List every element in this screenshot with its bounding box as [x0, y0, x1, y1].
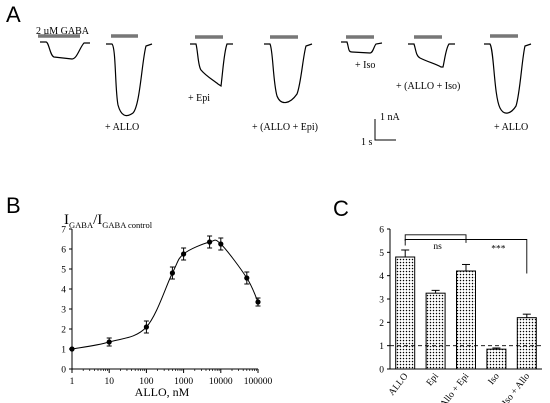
- trace-epi: [190, 43, 233, 88]
- chart-b-x-tick-label: 100: [139, 377, 154, 387]
- chart-c-y-tick-label: 1: [379, 342, 384, 352]
- ylabel-main: I: [64, 212, 69, 228]
- ylabel-slash: /I: [93, 212, 102, 228]
- chart-c-category-label: Allo + Epi: [439, 371, 472, 403]
- scale-bar: 1 nA 1 s: [361, 112, 401, 148]
- chart-b-y-tick-label: 0: [61, 366, 66, 376]
- trace-allo-1: [106, 43, 153, 117]
- panel-b-letter: B: [6, 193, 21, 218]
- chart-b-xlabel: ALLO, nM: [135, 385, 190, 399]
- chart-c-y-tick-label: 3: [379, 296, 384, 306]
- chart-c-bar: [425, 292, 446, 370]
- chart-c-bar: [516, 317, 537, 370]
- ylabel-sub1: GABA: [69, 220, 94, 230]
- chart-c-significance-label: ns: [433, 242, 442, 252]
- chart-b-y-tick-label: 7: [61, 226, 66, 236]
- scale-nA-label: 1 nA: [380, 112, 401, 123]
- chart-c-bar: [395, 256, 416, 370]
- chart-b-point: [255, 299, 261, 305]
- chart-b-point: [69, 346, 75, 352]
- chart-b-y-tick-label: 2: [61, 326, 66, 336]
- trace-iso: [341, 41, 383, 54]
- chart-b-point: [244, 275, 250, 281]
- chart-c-bar: [456, 270, 476, 370]
- chart-b-x-tick-label: 1000: [174, 377, 193, 387]
- chart-b-y-tick-label: 4: [61, 286, 66, 296]
- chart-c-significance-bracket: [404, 239, 528, 274]
- chart-c-category-label: Epi: [425, 371, 441, 388]
- scale-bar-lines: [374, 119, 396, 141]
- current-traces: [40, 41, 532, 117]
- chart-b-x-tick-label: 10: [104, 377, 114, 387]
- panel-a-letter: A: [6, 2, 21, 27]
- chart-b-ylabel: IGABA/IGABA control: [64, 212, 153, 230]
- label-epi: + Epi: [188, 93, 210, 104]
- label-allo-epi: + (ALLO + Epi): [252, 122, 318, 133]
- chart-b-y-tick-label: 6: [61, 246, 66, 256]
- gaba-label: 2 µM GABA: [36, 26, 90, 37]
- trace-allo-iso: [408, 43, 455, 68]
- label-allo-iso: + (ALLO + Iso): [396, 81, 460, 92]
- chart-c-y-tick-label: 6: [379, 226, 384, 236]
- chart-b-x-tick-label: 100000: [244, 377, 273, 387]
- chart-b-point: [143, 324, 149, 330]
- panel-a: A 2 µM GABA + ALLO + Epi + (ALLO + Epi) …: [6, 2, 532, 148]
- chart-c-y-tick-label: 2: [379, 319, 384, 329]
- label-allo-1: + ALLO: [105, 122, 139, 133]
- chart-b-point: [218, 241, 224, 247]
- chart-b-point: [181, 251, 187, 257]
- label-iso: + Iso: [355, 60, 375, 71]
- chart-b-point: [207, 239, 213, 245]
- trace-allo-2: [484, 43, 532, 114]
- chart-b-x-tick-label: 10000: [209, 377, 233, 387]
- panel-c-letter: C: [333, 196, 349, 221]
- trace-allo-epi: [264, 43, 313, 104]
- chart-c-significance-bracket: [404, 234, 467, 243]
- chart-c-category-label: ALLO: [387, 372, 411, 398]
- scale-s-label: 1 s: [361, 137, 373, 148]
- chart-b-point: [169, 270, 176, 276]
- trace-control: [40, 41, 90, 60]
- chart-c-y-tick-label: 0: [379, 366, 384, 376]
- chart-b-point: [106, 339, 112, 345]
- chart-c-significance-label: ***: [491, 245, 506, 255]
- chart-b-y-tick-label: 3: [61, 306, 66, 316]
- chart-b-fit-curve: [71, 239, 259, 350]
- chart-c-category-label: Iso + Allo: [501, 372, 532, 403]
- chart-c-y-tick-label: 5: [379, 249, 384, 259]
- label-allo-2: + ALLO: [494, 122, 528, 133]
- chart-b-y-tick-label: 1: [61, 346, 66, 356]
- ylabel-sub2: GABA control: [102, 220, 152, 230]
- chart-b-x-tick-label: 1: [70, 377, 75, 387]
- agonist-bars: [38, 34, 518, 39]
- chart-c-bar: [486, 348, 507, 370]
- chart-b-y-tick-label: 5: [61, 266, 66, 276]
- chart-c-y-tick-label: 4: [379, 272, 384, 282]
- chart-c-category-label: Iso: [487, 372, 502, 388]
